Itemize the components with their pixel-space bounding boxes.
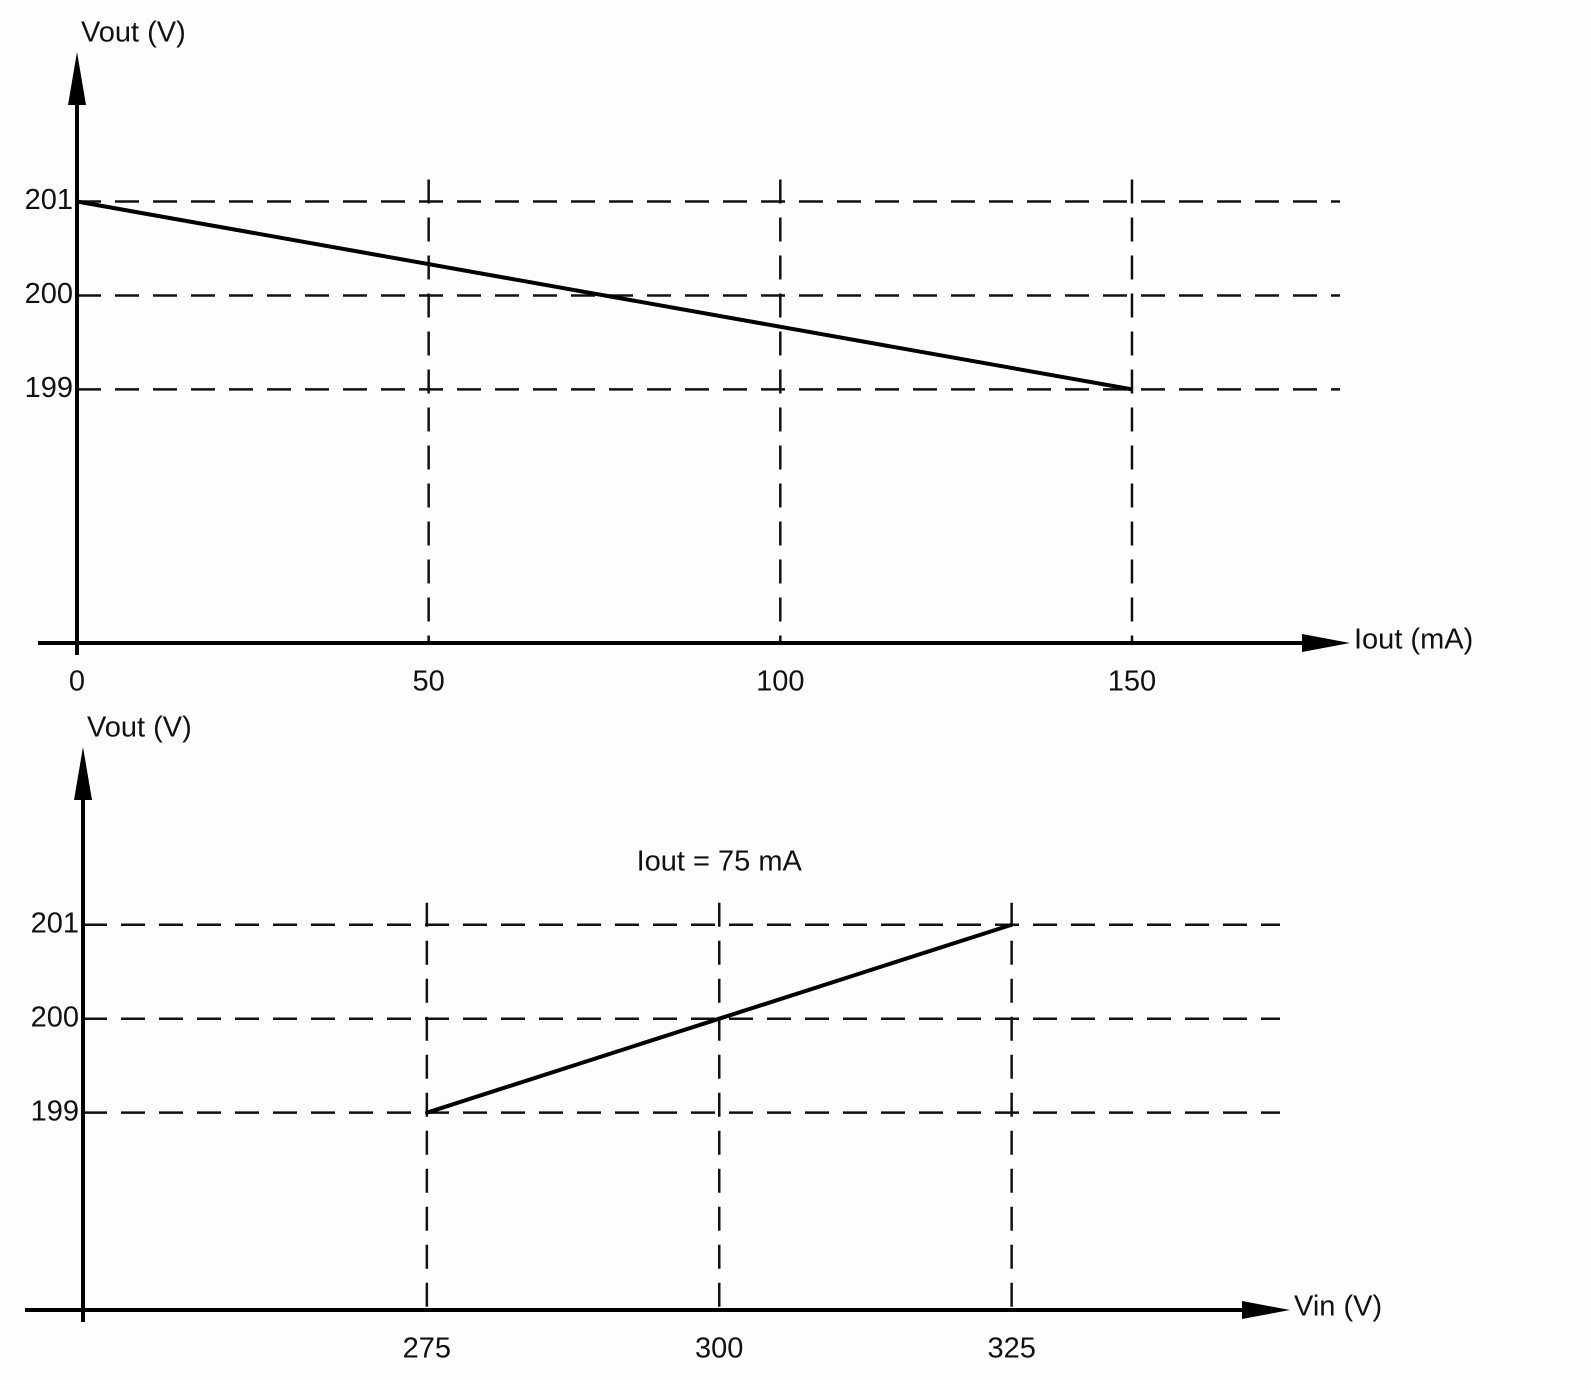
y-tick-label: 199 <box>31 1095 79 1127</box>
y-tick-label: 201 <box>31 907 79 939</box>
y-axis-label: Vout (V) <box>87 712 192 744</box>
x-axis-arrow <box>1242 1301 1290 1319</box>
x-axis-arrow <box>1302 634 1350 652</box>
y-tick-label: 199 <box>25 372 73 404</box>
x-tick-label: 50 <box>413 666 445 698</box>
y-axis-arrow <box>74 747 92 800</box>
y-axis-label: Vout (V) <box>81 17 186 49</box>
x-tick-label: 100 <box>756 666 804 698</box>
x-tick-label: 0 <box>69 666 85 698</box>
y-tick-label: 200 <box>31 1001 79 1033</box>
y-tick-label: 201 <box>25 184 73 216</box>
x-tick-label: 325 <box>987 1333 1035 1365</box>
x-axis-label: Iout (mA) <box>1354 624 1473 656</box>
x-tick-label: 150 <box>1108 666 1156 698</box>
y-tick-label: 200 <box>25 278 73 310</box>
x-tick-label: 275 <box>403 1333 451 1365</box>
data-line <box>426 922 1013 1115</box>
annotation: Iout = 75 mA <box>637 845 803 877</box>
x-axis-label: Vin (V) <box>1294 1291 1382 1323</box>
data-line <box>76 199 1133 392</box>
x-tick-label: 300 <box>695 1333 743 1365</box>
y-axis-arrow <box>68 52 86 105</box>
